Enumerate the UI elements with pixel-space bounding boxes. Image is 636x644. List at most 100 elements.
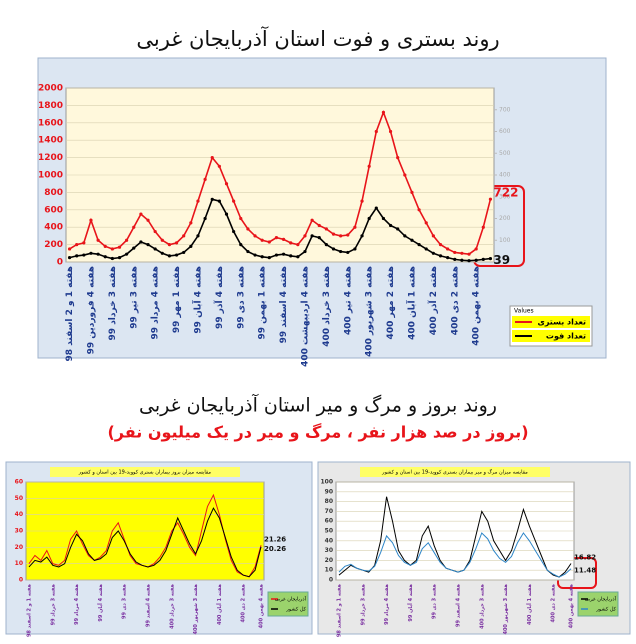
point <box>174 253 179 257</box>
point <box>431 251 435 255</box>
title-box <box>50 467 240 477</box>
point <box>296 255 300 259</box>
y2-tick-label: 300 <box>499 193 511 200</box>
y-tick-label: 40 <box>325 537 333 544</box>
point <box>267 256 271 260</box>
point <box>381 110 386 114</box>
legend-box <box>577 591 619 617</box>
point <box>89 218 93 222</box>
point <box>438 254 443 258</box>
x-tick-label: هفته 1 آبان 400 <box>525 583 533 625</box>
point <box>453 250 457 255</box>
legend-label: آذربایجان غربی <box>275 596 307 603</box>
point <box>317 236 321 240</box>
x-tick-label: هفته 1 و 2 اسفند 98 <box>336 583 342 637</box>
point <box>374 206 378 210</box>
chart-title: مقایسه میزان بروز بیماران بستری کووید-19… <box>78 470 212 476</box>
section-title: روند بروز و مرگ و میر استان آذربایجان غر… <box>139 393 497 417</box>
point <box>139 212 143 216</box>
point <box>388 223 393 228</box>
point <box>260 255 264 259</box>
point <box>82 241 86 245</box>
legend-label: کل کشور <box>285 607 306 613</box>
point <box>453 257 457 261</box>
point <box>125 238 129 242</box>
y-tick-label: 1600 <box>38 118 63 128</box>
point <box>103 244 107 248</box>
y-tick-label: 400 <box>44 223 63 233</box>
x-tick-label: هفته 4 آذر 99 <box>213 266 225 329</box>
y-tick-label: 1800 <box>38 101 63 111</box>
y-tick-label: 30 <box>325 547 333 554</box>
point <box>353 247 357 251</box>
point <box>360 199 364 203</box>
point <box>381 216 386 221</box>
point <box>110 247 114 251</box>
y-tick-label: 80 <box>325 498 333 505</box>
data-label: 722 <box>493 186 518 200</box>
point <box>167 254 172 258</box>
point <box>424 247 428 251</box>
point <box>274 253 279 257</box>
x-tick-label: هفته 1 و 2 اسفند 98 <box>26 583 32 637</box>
point <box>132 225 136 229</box>
y-tick-label: 0 <box>329 577 333 584</box>
y-tick-label: 90 <box>325 488 333 495</box>
x-tick-label: هفته 2 مهر 400 <box>386 266 396 339</box>
x-tick-label: هفته 3 دی 99 <box>122 583 128 619</box>
point <box>75 254 79 258</box>
point <box>310 218 314 222</box>
y2-tick-label: 500 <box>499 150 511 157</box>
point <box>153 247 157 251</box>
y-tick-label: 1200 <box>38 153 63 163</box>
y-tick-label: 50 <box>15 495 23 502</box>
point <box>396 156 400 160</box>
point <box>117 256 122 260</box>
point <box>388 129 393 134</box>
point <box>367 164 371 168</box>
x-tick-label: هفته 3 خرداد 400 <box>169 583 175 628</box>
x-tick-label: هفته 4 بهمن 400 <box>472 266 482 346</box>
data-label: 39 <box>493 253 510 267</box>
y-tick-label: 30 <box>15 528 23 535</box>
point <box>303 249 307 254</box>
point <box>174 241 179 245</box>
point <box>446 247 450 251</box>
y-tick-label: 60 <box>325 518 333 525</box>
point <box>189 221 193 225</box>
x-tick-label: هفته 4 تیر 400 <box>343 266 353 335</box>
point <box>481 257 485 261</box>
x-tick-label: هفته 2 آذر 400 <box>427 266 439 335</box>
point <box>267 240 271 244</box>
data-label: 20.26 <box>264 545 286 553</box>
point <box>367 216 371 221</box>
point <box>353 225 357 229</box>
point <box>67 247 72 251</box>
data-label: 21.26 <box>264 535 286 543</box>
point <box>431 234 435 238</box>
point <box>210 156 214 160</box>
x-tick-label: هفته 1 مهر 99 <box>172 266 182 333</box>
point <box>182 250 186 255</box>
point <box>246 249 250 254</box>
point <box>103 255 107 259</box>
point <box>203 216 207 221</box>
point <box>274 236 279 240</box>
point <box>446 256 450 260</box>
point <box>360 234 364 238</box>
x-tick-label: هفته 1 آبان 400 <box>405 266 417 340</box>
x-tick-label: هفته 3 خرداد 400 <box>479 583 485 628</box>
y-tick-label: 600 <box>44 205 63 215</box>
point <box>196 234 200 238</box>
x-tick-label: هفته 4 بهمن 400 <box>259 583 265 628</box>
point <box>417 243 421 247</box>
x-tick-label: هفته 4 آبان 99 <box>96 583 104 621</box>
point <box>189 244 193 248</box>
x-tick-label: هفته 1 و 2 اسفند 98 <box>65 266 75 361</box>
point <box>253 253 257 257</box>
y-tick-label: 50 <box>325 528 333 535</box>
section-subtitle: (بروز در صد هزار نفر ، مرگ و میر در یک م… <box>107 423 528 442</box>
point <box>160 238 164 242</box>
point <box>232 229 236 234</box>
